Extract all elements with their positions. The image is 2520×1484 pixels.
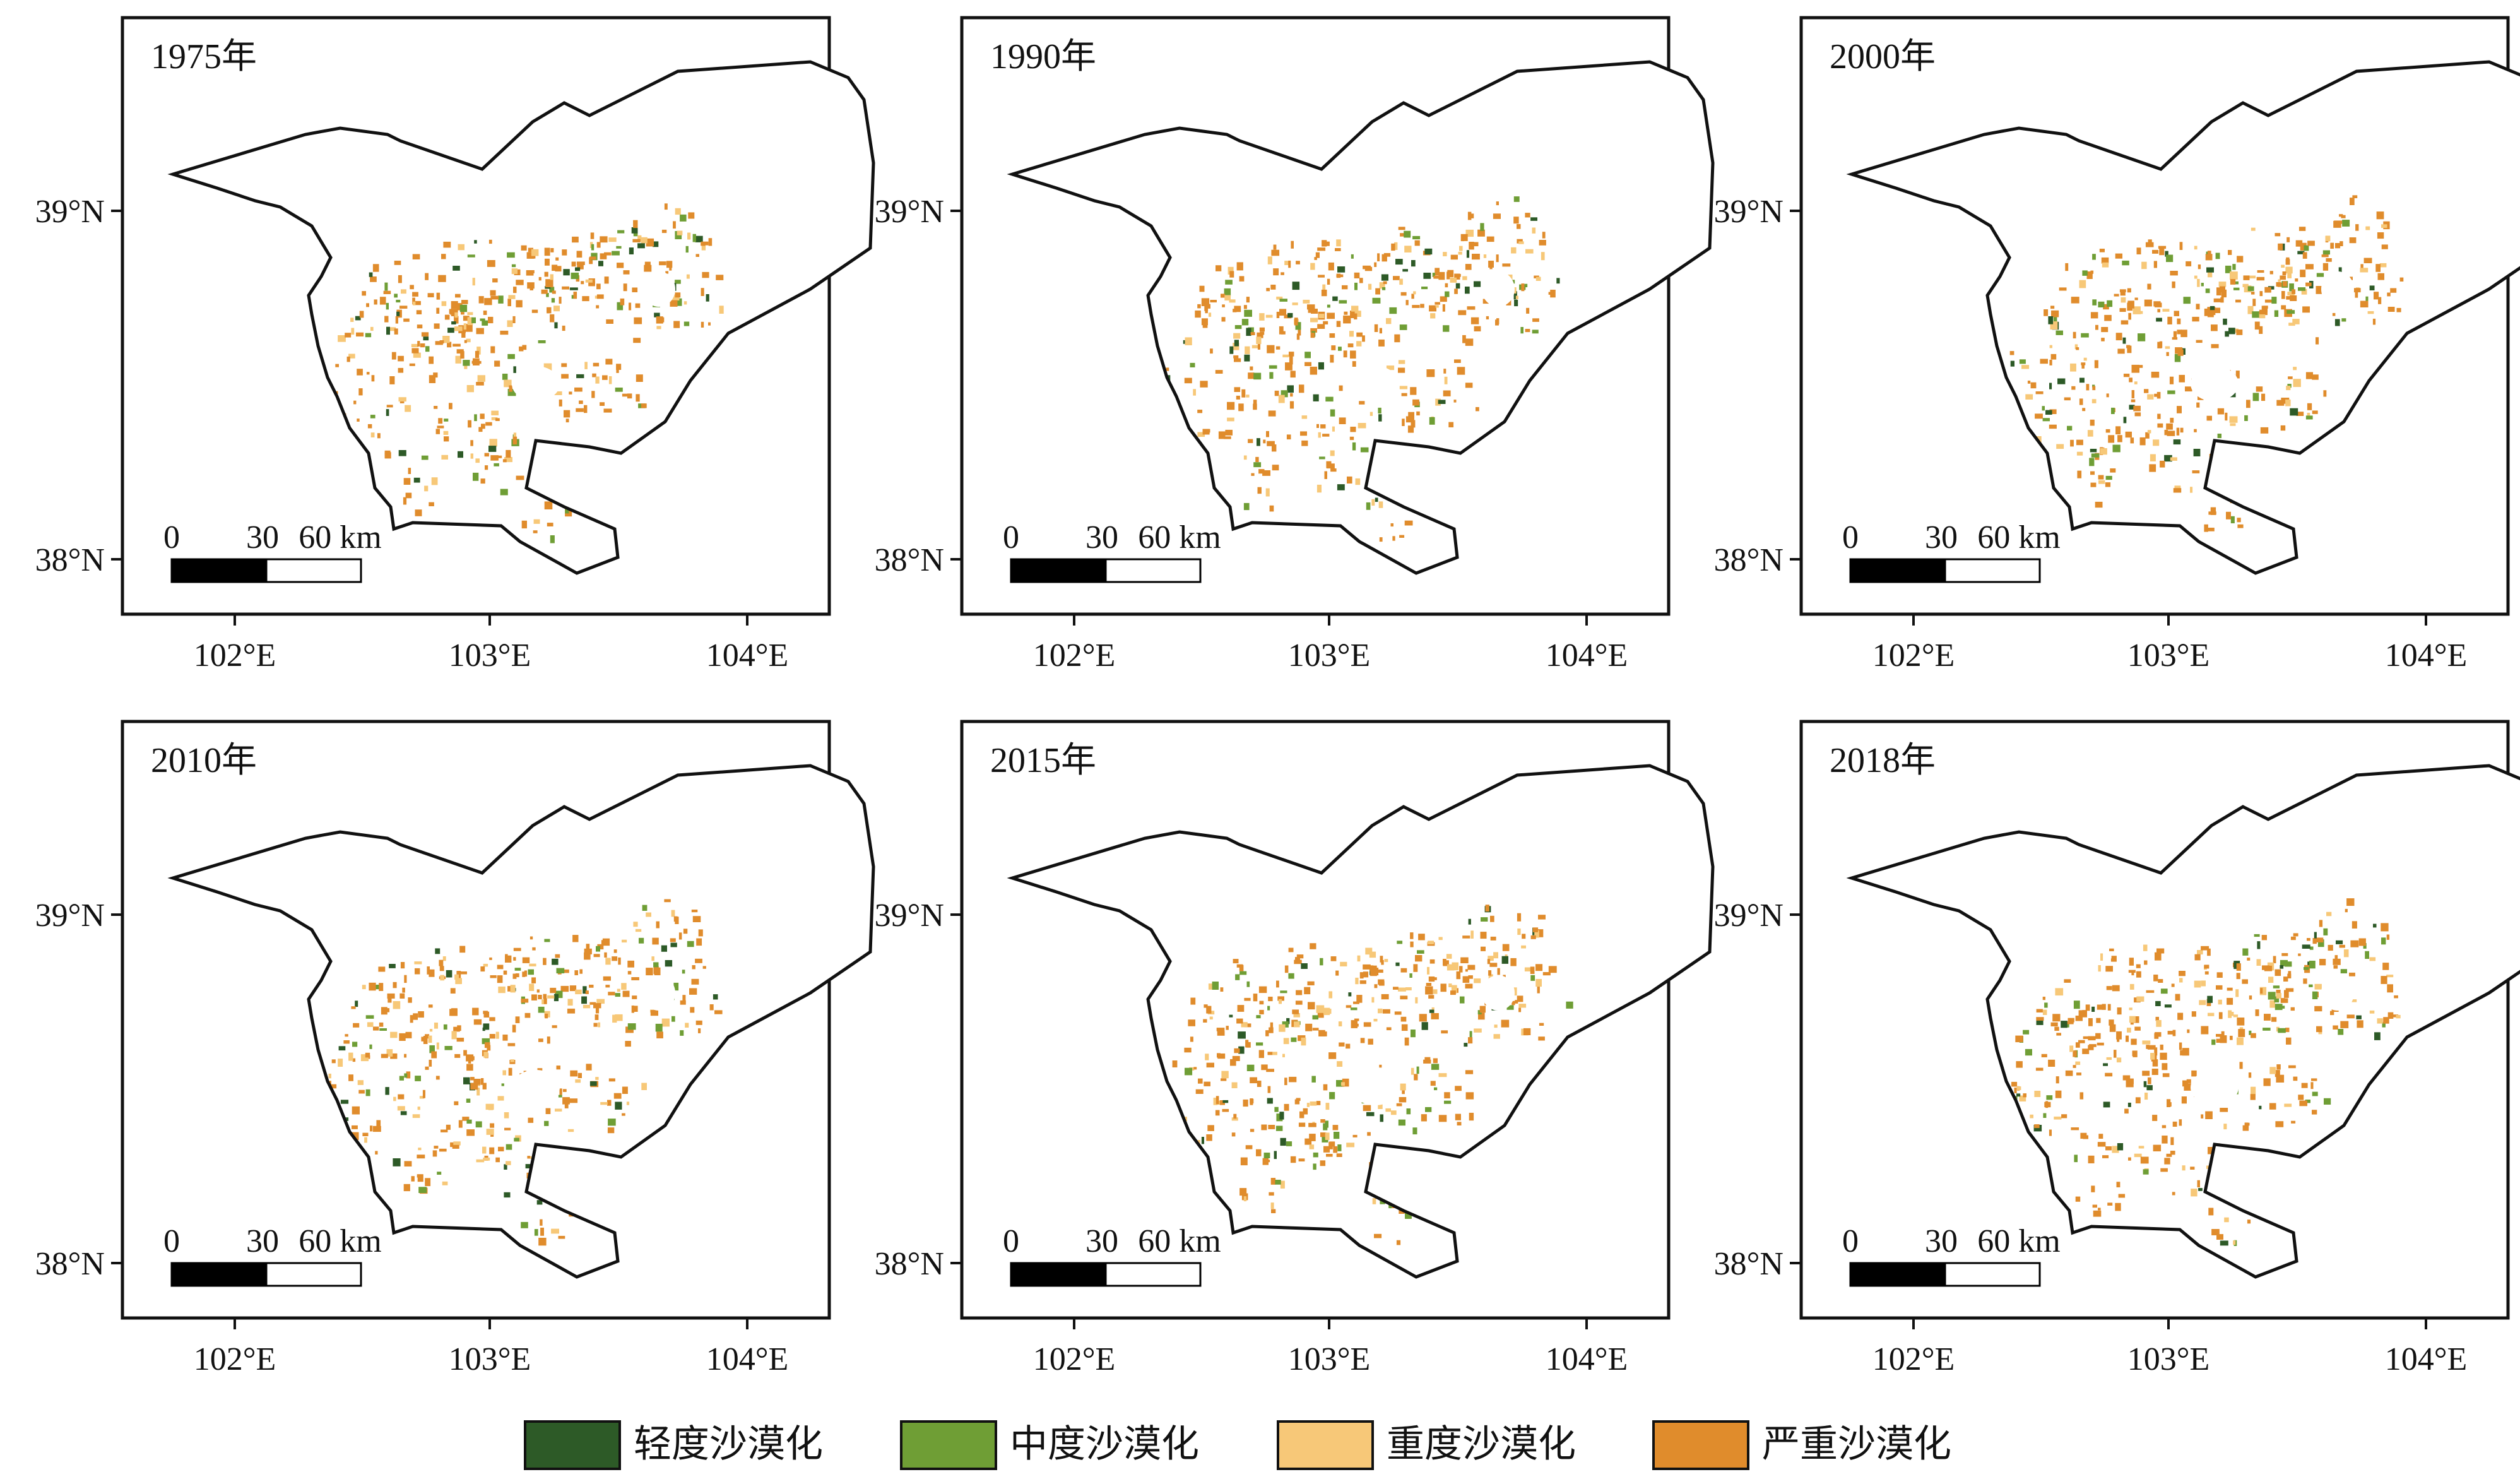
scale-bar-label: 0 (1003, 1223, 1019, 1259)
latitude-tick-label: 38°N (1714, 1246, 1784, 1282)
legend-swatch (1652, 1420, 1749, 1470)
map-panel: 1975年 39°N 38°N 102°E 103°E 104°E 0 30 60 km (35, 16, 873, 674)
map-panel: 1990年 39°N 38°N 102°E 103°E 104°E 0 30 60 km (875, 16, 1713, 674)
latitude-tick-label: 39°N (1714, 898, 1784, 934)
scale-bar-label: 0 (1003, 519, 1019, 555)
scale-bar-label: 30 (1925, 519, 1958, 555)
longitude-tick-label: 103°E (2127, 1341, 2210, 1377)
longitude-tick-label: 103°E (2127, 638, 2210, 674)
longitude-tick-label: 102°E (194, 1341, 276, 1377)
latitude-tick-label: 38°N (35, 1246, 105, 1282)
scale-bar-label: 30 (246, 1223, 279, 1259)
latitude-tick-label: 38°N (1714, 542, 1784, 578)
scale-bar: 0 30 60 km (1842, 1223, 2061, 1287)
year-label: 2015年 (990, 741, 1096, 780)
scale-bar-label: 60 km (1977, 1223, 2060, 1259)
longitude-tick-label: 102°E (194, 638, 276, 674)
longitude-tick-label: 104°E (706, 1341, 789, 1377)
latitude-tick-label: 38°N (875, 1246, 944, 1282)
latitude-tick-label: 39°N (875, 898, 944, 934)
latitude-tick-label: 39°N (35, 194, 105, 230)
legend: 轻度沙漠化 中度沙漠化 重度沙漠化 严重沙漠化 (524, 1420, 1951, 1470)
latitude-tick-label: 39°N (875, 194, 944, 230)
legend-label: 中度沙漠化 (1010, 1423, 1199, 1465)
scale-bar-label: 60 km (299, 519, 381, 555)
scale-bar-label: 60 km (1138, 519, 1221, 555)
scale-bar-label: 60 km (1138, 1223, 1221, 1259)
latitude-tick-label: 39°N (1714, 194, 1784, 230)
legend-swatch (900, 1420, 997, 1470)
scale-bar: 0 30 60 km (163, 1223, 382, 1287)
longitude-tick-label: 104°E (2385, 638, 2468, 674)
map-panel: 2018年 39°N 38°N 102°E 103°E 104°E 0 30 60 km (1714, 720, 2520, 1377)
scale-bar-label: 30 (1085, 519, 1118, 555)
longitude-tick-label: 102°E (1033, 638, 1116, 674)
latitude-tick-label: 38°N (875, 542, 944, 578)
longitude-tick-label: 103°E (1288, 1341, 1371, 1377)
longitude-tick-label: 103°E (1288, 638, 1371, 674)
map-panel: 2010年 39°N 38°N 102°E 103°E 104°E 0 30 60 km (35, 720, 873, 1377)
year-label: 1990年 (990, 37, 1096, 76)
legend-label: 轻度沙漠化 (634, 1423, 823, 1465)
desertification-layer (331, 203, 724, 543)
map-panel: 2015年 39°N 38°N 102°E 103°E 104°E 0 30 60 km (875, 720, 1713, 1377)
longitude-tick-label: 102°E (1872, 638, 1955, 674)
longitude-tick-label: 104°E (1546, 638, 1628, 674)
scale-bar-label: 60 km (299, 1223, 381, 1259)
scale-bar-label: 30 (246, 519, 279, 555)
scale-bar: 0 30 60 km (163, 519, 382, 583)
scale-bar-label: 0 (163, 1223, 180, 1259)
scale-bar-label: 30 (1925, 1223, 1958, 1259)
longitude-tick-label: 104°E (2385, 1341, 2468, 1377)
scale-bar: 0 30 60 km (1842, 519, 2061, 583)
latitude-tick-label: 38°N (35, 542, 105, 578)
year-label: 2010年 (151, 741, 257, 780)
longitude-tick-label: 104°E (1546, 1341, 1628, 1377)
longitude-tick-label: 102°E (1872, 1341, 1955, 1377)
year-label: 1975年 (151, 37, 257, 76)
scale-bar-label: 30 (1085, 1223, 1118, 1259)
scale-bar: 0 30 60 km (1003, 1223, 1221, 1287)
map-panel: 2000年 39°N 38°N 102°E 103°E 104°E 0 30 60 km (1714, 16, 2520, 674)
desertification-layer (1172, 905, 1573, 1245)
year-label: 2018年 (1830, 741, 1936, 780)
latitude-tick-label: 39°N (35, 898, 105, 934)
longitude-tick-label: 102°E (1033, 1341, 1116, 1377)
desertification-layer (2009, 195, 2404, 532)
desertification-layer (2011, 898, 2401, 1246)
scale-bar-label: 0 (1842, 519, 1859, 555)
legend-label: 严重沙漠化 (1762, 1423, 1951, 1465)
scale-bar-label: 0 (163, 519, 180, 555)
legend-label: 重度沙漠化 (1387, 1423, 1576, 1465)
longitude-tick-label: 103°E (449, 1341, 531, 1377)
legend-swatch (524, 1420, 621, 1470)
scale-bar-label: 0 (1842, 1223, 1859, 1259)
longitude-tick-label: 104°E (706, 638, 789, 674)
longitude-tick-label: 103°E (449, 638, 531, 674)
desertification-layer (328, 899, 723, 1246)
scale-bar: 0 30 60 km (1003, 519, 1221, 583)
year-label: 2000年 (1830, 37, 1936, 76)
scale-bar-label: 60 km (1977, 519, 2060, 555)
desertification-layer (1165, 196, 1560, 542)
legend-swatch (1277, 1420, 1374, 1470)
